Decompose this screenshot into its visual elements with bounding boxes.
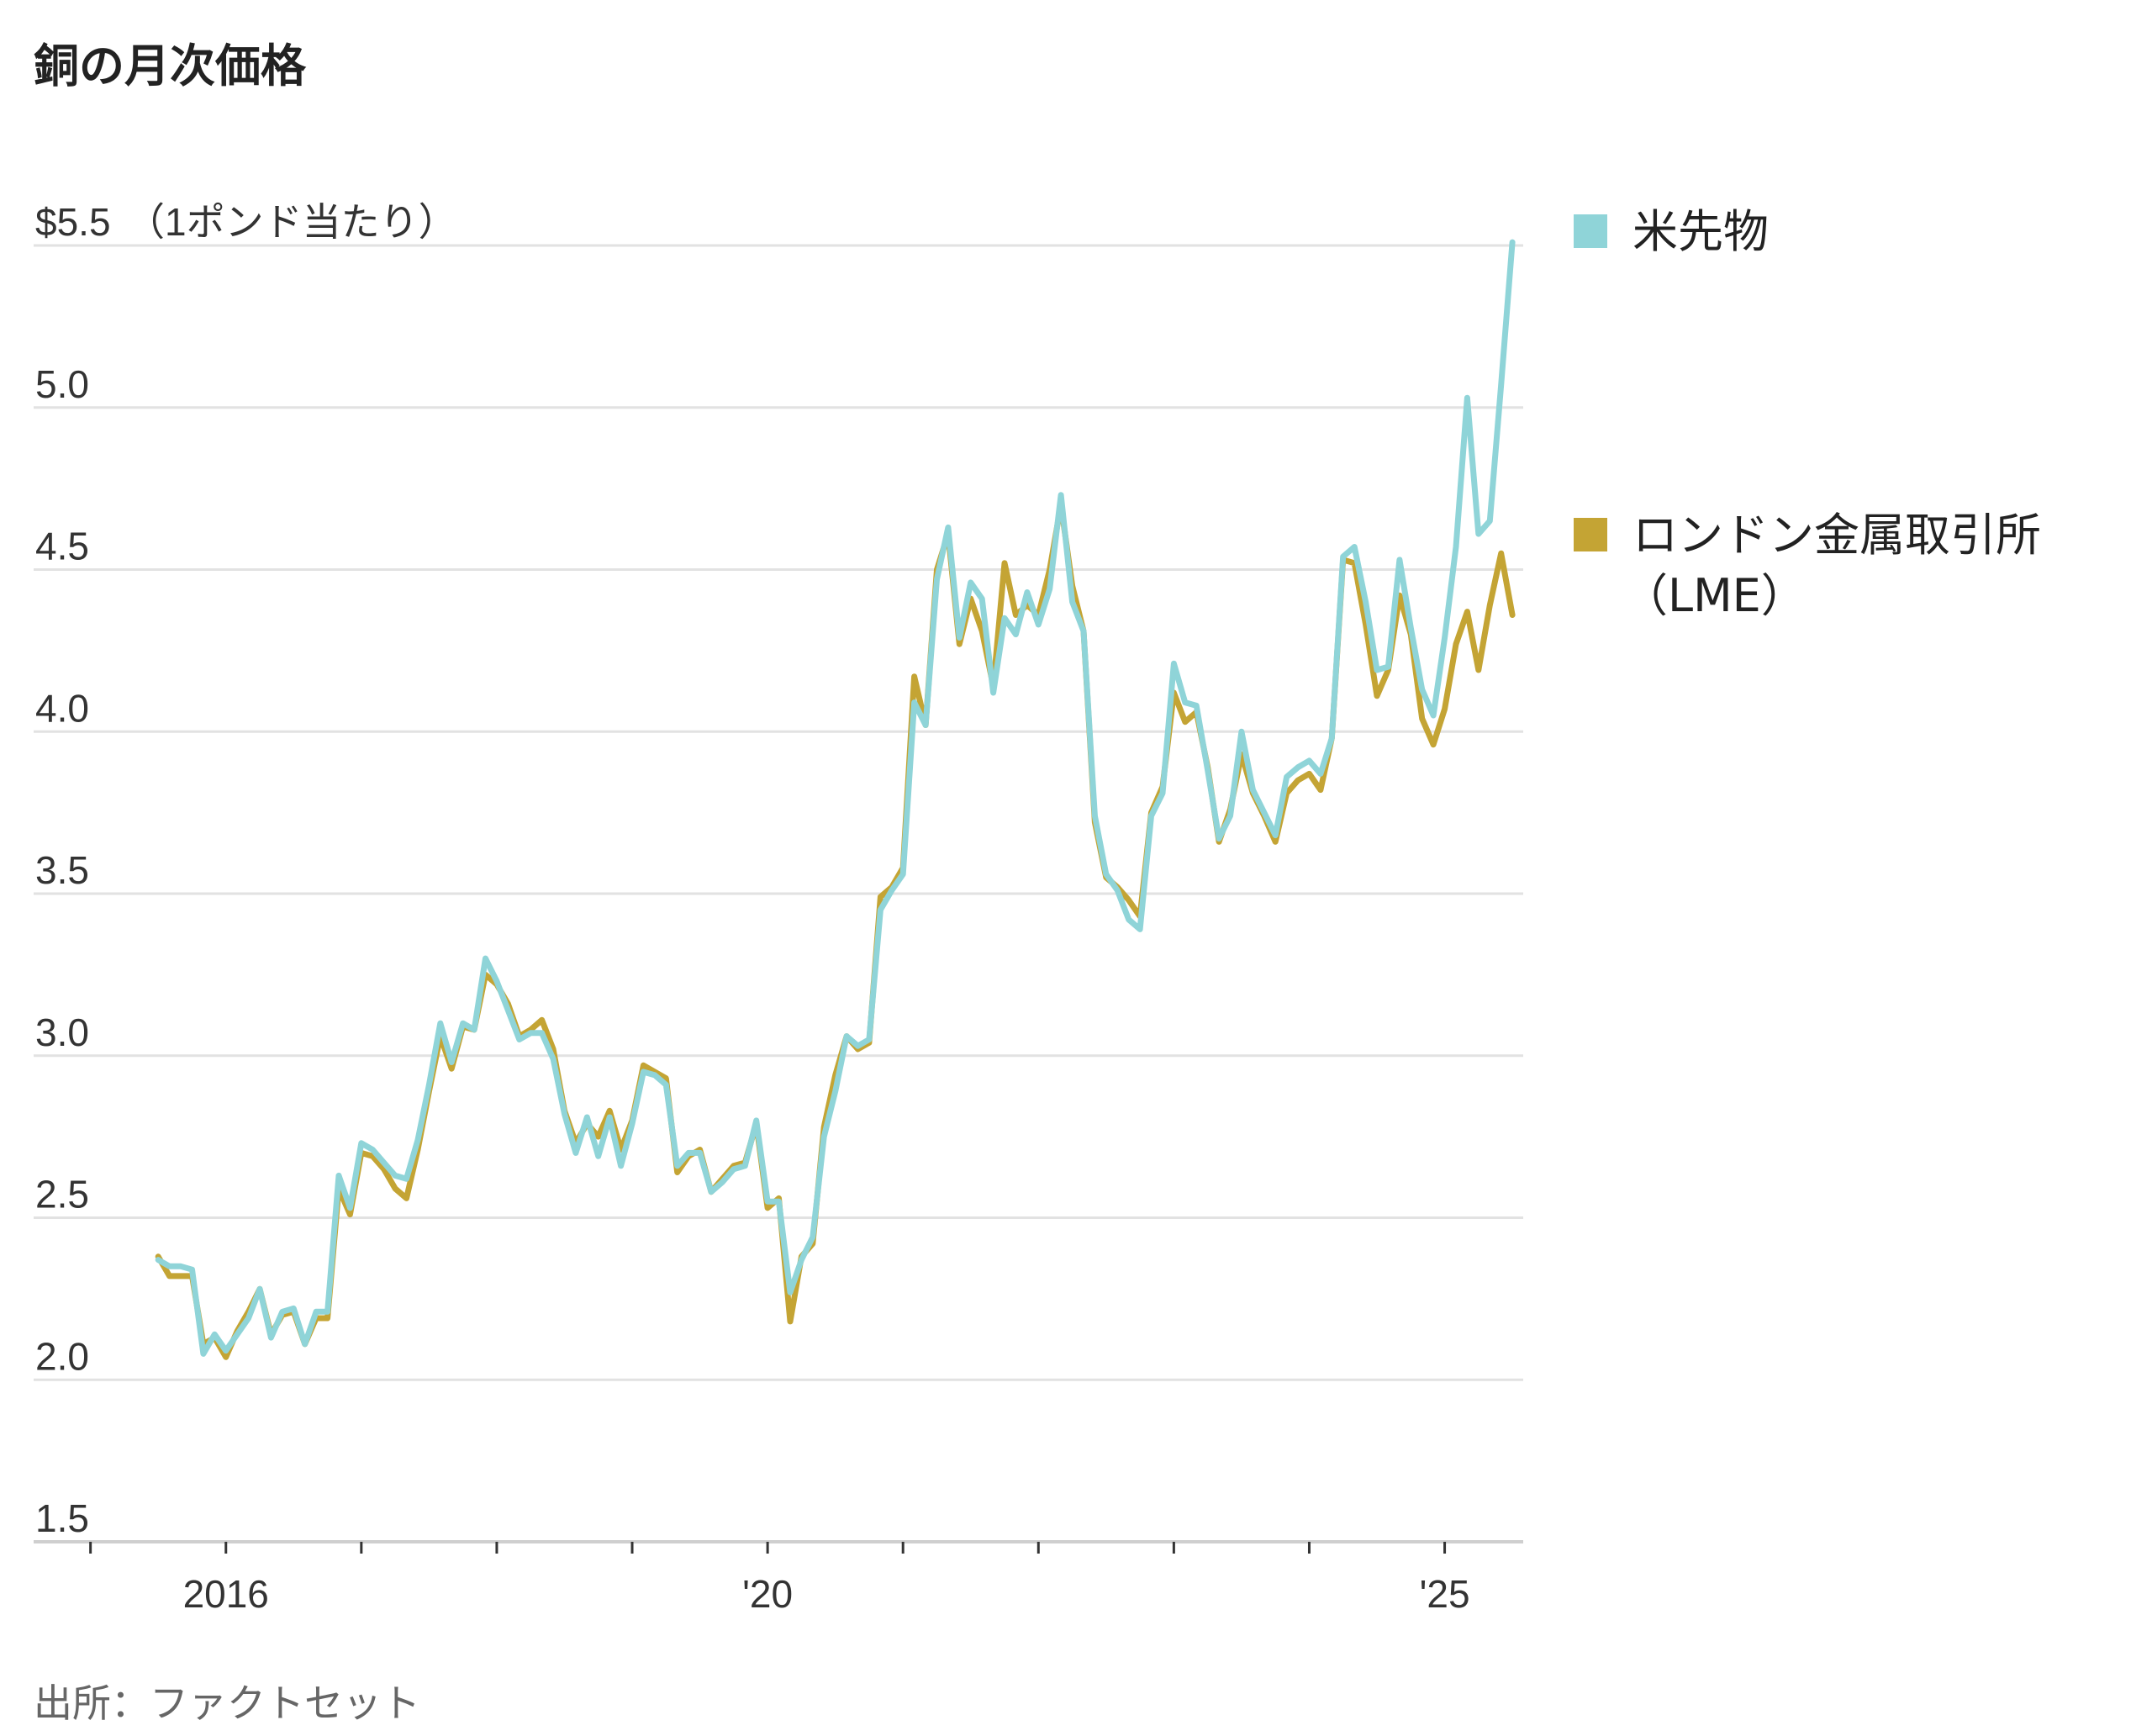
y-tick-label: $5.5 [35, 200, 111, 244]
y-axis-labels: $5.5 （1ポンド当たり） 5.0 4.5 4.0 3.5 3.0 2.5 2.0 1.5 [35, 200, 457, 1540]
x-tick-label: '25 [1420, 1572, 1470, 1616]
legend-swatch [1574, 214, 1607, 248]
y-tick-label: 3.5 [35, 848, 89, 892]
series-line-lme [155, 501, 1516, 1360]
y-tick-label: 2.0 [35, 1334, 89, 1378]
y-tick-label: 4.5 [35, 525, 89, 568]
y-tick-label: 1.5 [35, 1496, 89, 1540]
legend-swatch [1574, 518, 1607, 551]
series-line-us-futures [155, 239, 1516, 1357]
y-tick-label: 4.0 [35, 686, 89, 730]
legend-label: ロンドン金属取引所 [1632, 509, 2041, 562]
y-tick-label: 5.0 [35, 362, 89, 406]
y-unit-label: （1ポンド当たり） [126, 200, 457, 244]
x-tick-label: '20 [742, 1572, 793, 1616]
grid-lines [34, 244, 1523, 1543]
x-tick-label: 2016 [183, 1572, 269, 1616]
y-tick-label: 3.0 [35, 1010, 89, 1054]
x-axis: 2016 '20 '25 [89, 1542, 1470, 1616]
legend-label: 米先物 [1632, 205, 1769, 258]
chart-title: 銅の月次価格 [34, 40, 306, 92]
source-note: 出所：ファクトセット [34, 1681, 420, 1726]
y-tick-label: 2.5 [35, 1173, 89, 1216]
legend-label: （LME） [1622, 569, 1807, 622]
series-lines [155, 239, 1516, 1360]
